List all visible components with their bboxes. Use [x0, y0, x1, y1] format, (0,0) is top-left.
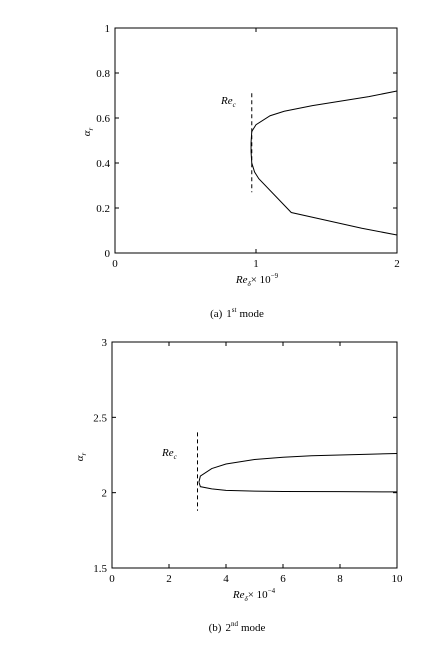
panel-a-ticks: 0 1 2 0 0.2 0.4 0.6 0.8 1 [96, 23, 400, 270]
series-line-lower [250, 131, 398, 236]
x-tick-label: 2 [394, 258, 400, 270]
panel-a-plot-frame [114, 27, 398, 254]
x-tick-label: 0 [112, 258, 118, 270]
panel-a-caption: (a) 1st mode [210, 306, 264, 320]
x-tick-label: 2 [166, 573, 172, 585]
panel-a-y-axis-label: αr [81, 127, 95, 136]
y-tick-label: 3 [102, 337, 108, 349]
x-tick-label: 10 [392, 573, 404, 585]
panel-a-critical-label: Rec [220, 95, 237, 109]
y-tick-label: 1 [105, 23, 111, 35]
panel-b: 0 2 4 6 8 10 1.5 2 2.5 3 Rec αr Reδ× 10−4 (b) 2nd m… [74, 337, 403, 634]
panel-b-critical-label: Rec [161, 447, 178, 461]
y-tick-label: 0.8 [96, 68, 110, 80]
panel-b-x-axis-label: Reδ× 10−4 [232, 587, 276, 603]
panel-a: 0 1 2 0 0.2 0.4 0.6 0.8 1 Rec αr Reδ× 10−9 (a) 1s… [81, 23, 400, 320]
y-tick-label: 1.5 [93, 563, 107, 575]
x-tick-label: 8 [337, 573, 343, 585]
x-tick-label: 4 [223, 573, 229, 585]
panel-b-y-axis-label: αr [74, 452, 88, 461]
panel-b-plot-frame [111, 341, 398, 569]
y-tick-label: 0 [105, 248, 111, 260]
panel-b-lines [198, 452, 398, 493]
series-line-upper [198, 452, 398, 483]
x-tick-label: 6 [280, 573, 286, 585]
y-tick-label: 2 [102, 488, 108, 500]
panel-a-x-axis-label: Reδ× 10−9 [235, 272, 279, 288]
x-tick-label: 1 [253, 258, 259, 270]
y-tick-label: 0.4 [96, 158, 110, 170]
series-line-lower [198, 481, 398, 493]
panel-b-ticks: 0 2 4 6 8 10 1.5 2 2.5 3 [93, 337, 403, 585]
y-tick-label: 0.6 [96, 113, 110, 125]
y-tick-label: 0.2 [96, 203, 110, 215]
panel-b-caption: (b) 2nd mode [209, 620, 266, 634]
series-line-upper [251, 90, 398, 132]
x-tick-label: 0 [109, 573, 115, 585]
panel-a-lines [250, 90, 398, 236]
y-tick-label: 2.5 [93, 412, 107, 424]
